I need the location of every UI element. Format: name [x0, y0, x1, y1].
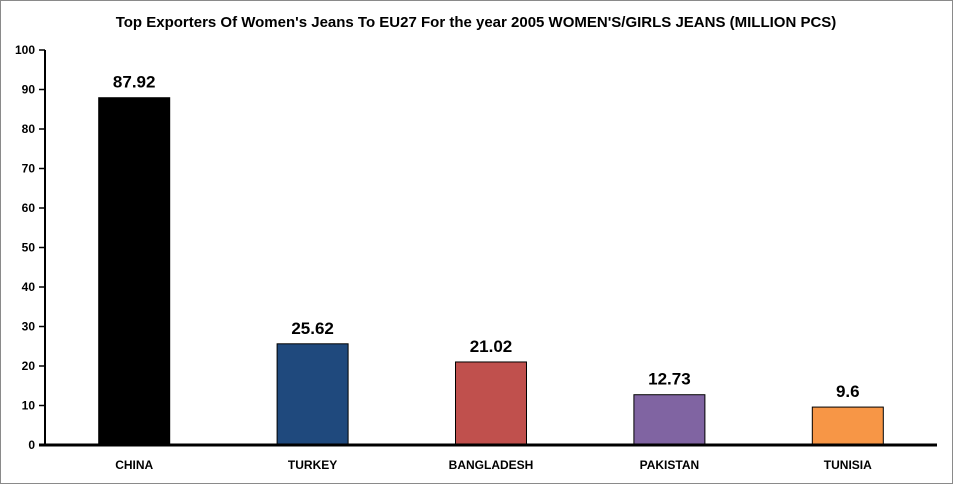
category-label-pakistan: PAKISTAN [640, 458, 700, 472]
y-tick-label: 30 [22, 320, 36, 334]
value-label-pakistan: 12.73 [648, 370, 691, 389]
y-tick-label: 50 [22, 241, 36, 255]
chart-title: Top Exporters Of Women's Jeans To EU27 F… [116, 14, 837, 31]
y-tick-label: 100 [15, 43, 35, 57]
category-label-turkey: TURKEY [288, 458, 337, 472]
bars [98, 97, 884, 446]
category-label-china: CHINA [115, 458, 153, 472]
value-label-tunisia: 9.6 [836, 382, 860, 401]
bar-pakistan [633, 394, 706, 446]
category-label-tunisia: TUNISIA [824, 458, 872, 472]
y-tick-label: 40 [22, 280, 36, 294]
y-tick-label: 10 [22, 399, 36, 413]
bar-china [98, 97, 171, 446]
bar-tunisia [811, 406, 884, 446]
y-tick-label: 80 [22, 122, 36, 136]
bar-turkey [276, 343, 349, 446]
y-tick-label: 90 [22, 83, 36, 97]
y-tick-label: 70 [22, 162, 36, 176]
value-label-china: 87.92 [113, 73, 156, 92]
y-tick-label: 60 [22, 201, 36, 215]
y-tick-label: 20 [22, 359, 36, 373]
value-labels: 87.92 25.62 21.02 12.73 9.6 [113, 73, 860, 401]
value-label-bangladesh: 21.02 [470, 337, 513, 356]
y-tick-label: 0 [28, 438, 35, 452]
category-label-bangladesh: BANGLADESH [449, 458, 534, 472]
x-axis-labels: CHINA TURKEY BANGLADESH PAKISTAN TUNISIA [115, 458, 872, 472]
value-label-turkey: 25.62 [291, 319, 334, 338]
y-axis-ticks: 0 10 20 30 40 50 60 70 80 90 100 [15, 43, 45, 452]
bar-bangladesh [455, 361, 527, 446]
